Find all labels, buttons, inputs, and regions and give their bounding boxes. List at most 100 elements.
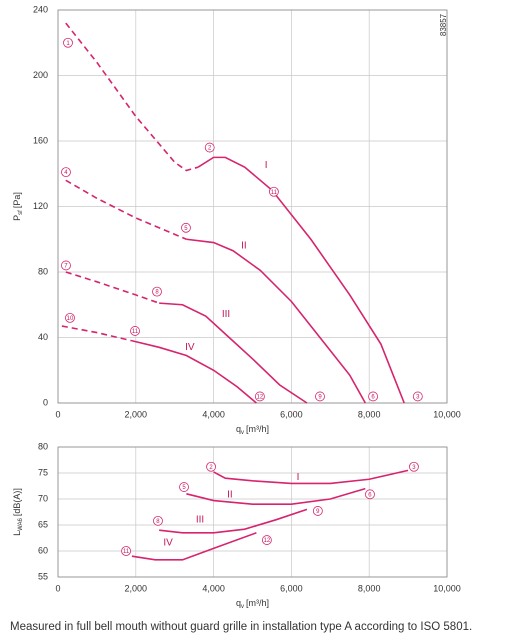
- x-tick-label: 4,000: [202, 583, 225, 593]
- y-tick-label: 200: [33, 70, 48, 80]
- axis-label-main: P: [12, 215, 22, 221]
- axis-label-main: q: [236, 598, 241, 608]
- operating-point-label: 1: [66, 41, 70, 47]
- operating-point: [261, 535, 272, 545]
- axis-label-unit: [m³/h]: [246, 598, 269, 608]
- operating-point-label: 6: [368, 492, 372, 498]
- operating-point-label: 12: [264, 538, 271, 544]
- y-tick-label: 80: [38, 441, 48, 451]
- operating-point-label: 11: [123, 549, 130, 555]
- operating-point-label: 8: [155, 290, 159, 296]
- operating-point: [121, 546, 131, 556]
- operating-point: [65, 312, 75, 323]
- operating-point-label: 11: [271, 190, 278, 196]
- x-tick-label: 6,000: [280, 409, 303, 419]
- curve: [131, 339, 257, 404]
- operating-point: [268, 186, 279, 197]
- operating-point: [206, 461, 216, 472]
- y-tick-label: 60: [38, 545, 48, 555]
- operating-point: [179, 482, 189, 492]
- operating-point: [312, 506, 323, 516]
- curve-label: IV: [163, 537, 173, 548]
- axis-label-sub: WA6: [18, 517, 24, 530]
- curve: [197, 156, 405, 404]
- operating-point: [61, 260, 71, 271]
- operating-point-label: 5: [182, 485, 186, 491]
- operating-point: [204, 142, 215, 153]
- x-tick-label: 10,000: [433, 583, 461, 593]
- operating-point-label: 4: [64, 170, 68, 176]
- x-tick-label: 4,000: [202, 409, 225, 419]
- operating-point-label: 2: [209, 465, 213, 471]
- operating-point: [130, 326, 140, 336]
- y-tick-label: 75: [38, 467, 48, 477]
- operating-point: [412, 391, 423, 402]
- operating-point: [409, 461, 419, 472]
- axis-label: LWA6[dB(A)]: [12, 488, 23, 536]
- x-tick-label: 0: [55, 409, 60, 419]
- x-tick-label: 2,000: [125, 583, 148, 593]
- operating-point: [153, 515, 163, 526]
- curve-label: I: [265, 160, 268, 171]
- curve-label: III: [196, 514, 204, 525]
- axis-label-sub: v: [241, 604, 244, 610]
- axis-label-sub: sf: [18, 210, 24, 215]
- x-tick-label: 8,000: [358, 409, 381, 419]
- curve: [186, 487, 366, 506]
- axis-label: Psf [Pa]: [12, 192, 23, 221]
- curve-label: IV: [185, 342, 195, 353]
- curve: [131, 532, 257, 561]
- x-tick-label: 6,000: [280, 583, 303, 593]
- operating-point: [315, 391, 325, 402]
- y-tick-label: 0: [43, 397, 48, 407]
- axis-label-unit: [m³/h]: [246, 424, 269, 434]
- x-tick-label: 8,000: [358, 583, 381, 593]
- operating-point: [365, 489, 375, 500]
- operating-point-label: 6: [371, 395, 375, 401]
- y-tick-label: 160: [33, 135, 48, 145]
- curve: [213, 469, 409, 485]
- axis-label-main: q: [236, 424, 241, 434]
- axis-label-sub: v: [241, 430, 244, 436]
- operating-point-label: 7: [64, 264, 68, 270]
- operating-point-label: 8: [156, 519, 160, 525]
- curve-label: I: [297, 472, 300, 483]
- operating-point: [152, 286, 162, 297]
- axis-label-main: L: [12, 531, 22, 536]
- dashed-curve: [65, 271, 160, 304]
- operating-point: [61, 167, 71, 178]
- x-tick-label: 2,000: [125, 409, 148, 419]
- axis-label-unit: [Pa]: [12, 192, 22, 208]
- operating-point: [63, 37, 73, 48]
- y-tick-label: 80: [38, 266, 48, 276]
- x-tick-label: 10,000: [433, 409, 461, 419]
- x-tick-label: 0: [55, 583, 60, 593]
- operating-point-label: 12: [257, 395, 264, 401]
- curve-label: II: [227, 489, 233, 500]
- curve-label: II: [241, 240, 247, 251]
- axis-label: qv [m³/h]: [236, 598, 269, 609]
- y-tick-label: 240: [33, 4, 48, 14]
- operating-point: [254, 391, 265, 402]
- dashed-curve: [65, 22, 199, 172]
- y-tick-label: 70: [38, 493, 48, 503]
- curve: [159, 302, 308, 404]
- caption: Measured in full bell mouth without guar…: [10, 621, 472, 633]
- operating-point-label: 3: [416, 395, 420, 401]
- y-tick-label: 55: [38, 571, 48, 581]
- axis-label: qv [m³/h]: [236, 424, 269, 435]
- plot-frame: [57, 9, 448, 404]
- operating-point-label: 5: [184, 226, 188, 232]
- operating-point-label: 3: [412, 465, 416, 471]
- plot-frame: [57, 446, 448, 578]
- y-tick-label: 65: [38, 519, 48, 529]
- y-tick-label: 120: [33, 201, 48, 211]
- operating-point: [181, 222, 191, 233]
- dashed-curve: [65, 179, 187, 240]
- operating-point-label: 11: [132, 329, 139, 335]
- operating-point-label: 2: [208, 146, 212, 152]
- operating-point-label: 9: [318, 395, 322, 401]
- axis-label-unit: [dB(A)]: [12, 488, 22, 516]
- figure-code: 83857: [439, 13, 448, 36]
